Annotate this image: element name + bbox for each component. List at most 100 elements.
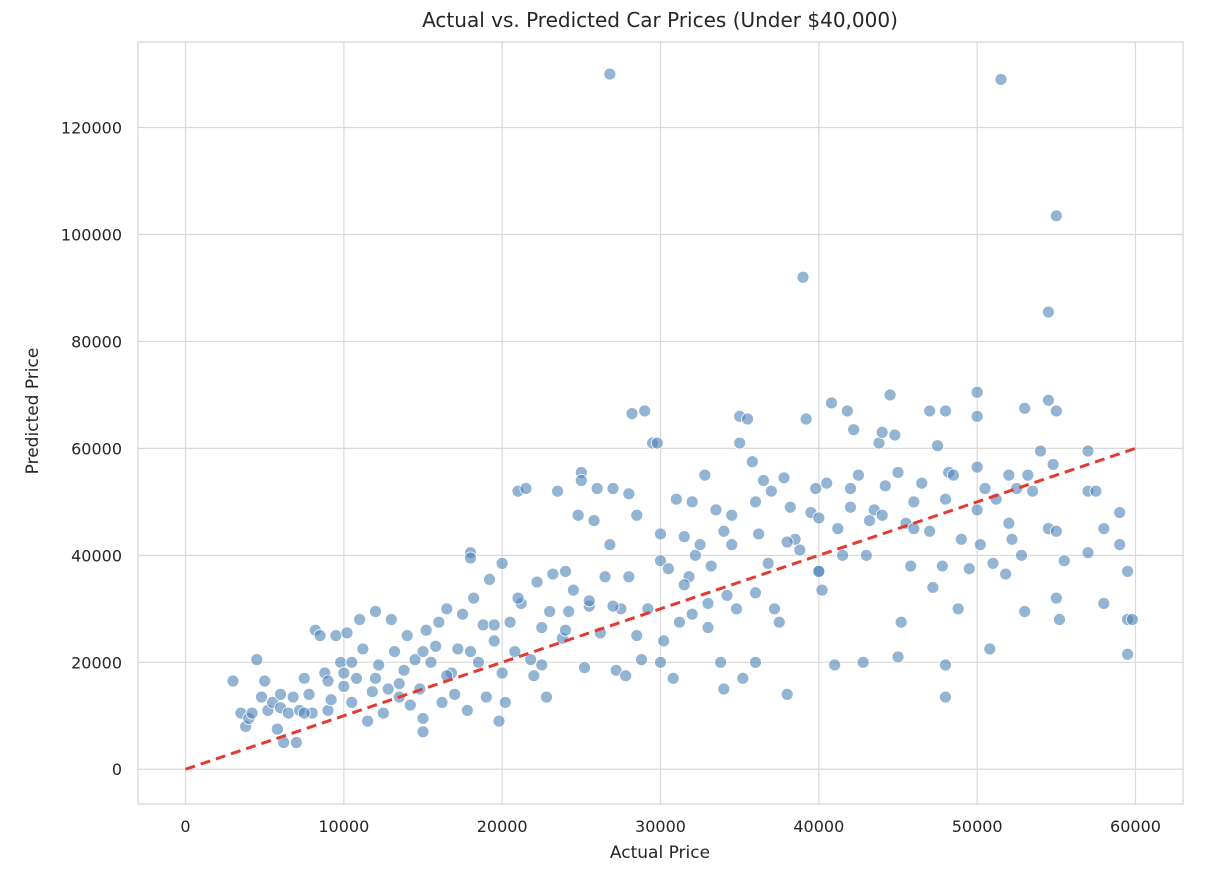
data-point — [780, 687, 794, 701]
data-point — [527, 669, 541, 683]
data-point — [1081, 546, 1095, 560]
data-point — [923, 524, 937, 538]
data-point — [939, 690, 952, 704]
data-point — [1042, 393, 1055, 407]
data-point — [416, 712, 430, 725]
data-point — [321, 704, 335, 717]
data-point — [745, 455, 759, 469]
data-point — [408, 653, 422, 667]
data-point — [986, 556, 1000, 570]
data-point — [875, 508, 889, 522]
data-point — [638, 404, 652, 418]
data-point — [725, 538, 739, 552]
data-point — [1026, 484, 1039, 498]
data-point — [717, 682, 731, 696]
data-point — [416, 725, 430, 739]
data-point — [324, 693, 338, 707]
data-point — [657, 634, 671, 648]
y-tick-label: 80000 — [71, 332, 122, 351]
data-point — [931, 439, 944, 453]
data-point — [693, 538, 707, 552]
data-point — [761, 556, 775, 570]
data-point — [479, 690, 493, 704]
data-point — [416, 645, 430, 658]
data-point — [392, 677, 406, 691]
data-point — [736, 671, 750, 685]
data-point — [519, 482, 533, 495]
data-point — [891, 466, 905, 479]
data-point — [350, 671, 363, 685]
data-point — [483, 573, 496, 586]
data-point — [840, 404, 854, 418]
x-tick-label: 30000 — [635, 817, 686, 836]
data-point — [825, 396, 838, 410]
data-point — [255, 690, 268, 704]
data-point — [654, 554, 667, 568]
data-point — [313, 629, 327, 642]
data-point — [1113, 506, 1127, 519]
data-point — [831, 522, 845, 536]
data-point — [467, 591, 481, 605]
data-point — [559, 623, 572, 637]
data-point — [571, 508, 585, 522]
data-point — [356, 642, 370, 656]
data-point — [603, 67, 617, 81]
x-tick-label: 0 — [180, 817, 190, 836]
data-point — [397, 663, 411, 677]
data-point — [714, 655, 728, 669]
data-point — [435, 696, 449, 709]
data-point — [923, 404, 937, 418]
data-point — [768, 602, 781, 616]
data-point — [939, 492, 952, 506]
data-point — [606, 599, 620, 613]
data-point — [603, 538, 617, 552]
y-axis-label: Predicted Price — [23, 348, 43, 475]
y-tick-label: 120000 — [61, 119, 122, 138]
data-point — [926, 581, 940, 594]
data-point — [970, 409, 984, 423]
data-point — [635, 653, 648, 667]
data-point — [677, 530, 691, 544]
data-point — [836, 548, 849, 562]
data-point — [894, 615, 908, 629]
y-tick-label: 60000 — [71, 439, 122, 458]
data-point — [951, 602, 965, 616]
data-point — [345, 655, 359, 669]
data-point — [530, 575, 544, 589]
data-point — [1097, 597, 1111, 610]
data-point — [983, 642, 997, 656]
data-point — [1121, 647, 1134, 661]
x-tick-label: 10000 — [318, 817, 369, 836]
data-point — [1049, 404, 1063, 418]
data-point — [464, 645, 477, 658]
data-point — [688, 548, 702, 562]
data-point — [440, 602, 454, 616]
data-point — [852, 468, 865, 482]
x-tick-label: 40000 — [793, 817, 844, 836]
data-point — [875, 425, 889, 439]
x-tick-labels: 0 10000 20000 30000 40000 50000 60000 — [180, 817, 1161, 836]
data-point — [302, 687, 316, 701]
data-point — [844, 500, 857, 514]
data-point — [574, 474, 588, 487]
data-point — [1081, 444, 1095, 458]
data-point — [492, 714, 506, 728]
data-point — [1089, 484, 1103, 498]
data-point — [970, 503, 984, 517]
data-point — [495, 556, 509, 570]
data-point — [625, 407, 639, 421]
data-point — [1049, 209, 1063, 223]
data-point — [587, 514, 601, 527]
data-point — [872, 436, 886, 450]
data-point — [369, 671, 382, 685]
reference-line — [185, 446, 1136, 771]
data-point — [799, 412, 813, 426]
data-point — [915, 476, 929, 490]
data-point — [451, 642, 465, 656]
data-point — [677, 578, 691, 592]
data-point — [752, 527, 766, 541]
x-axis-label: Actual Price — [610, 843, 710, 863]
data-point — [429, 639, 443, 653]
data-point — [606, 482, 620, 495]
